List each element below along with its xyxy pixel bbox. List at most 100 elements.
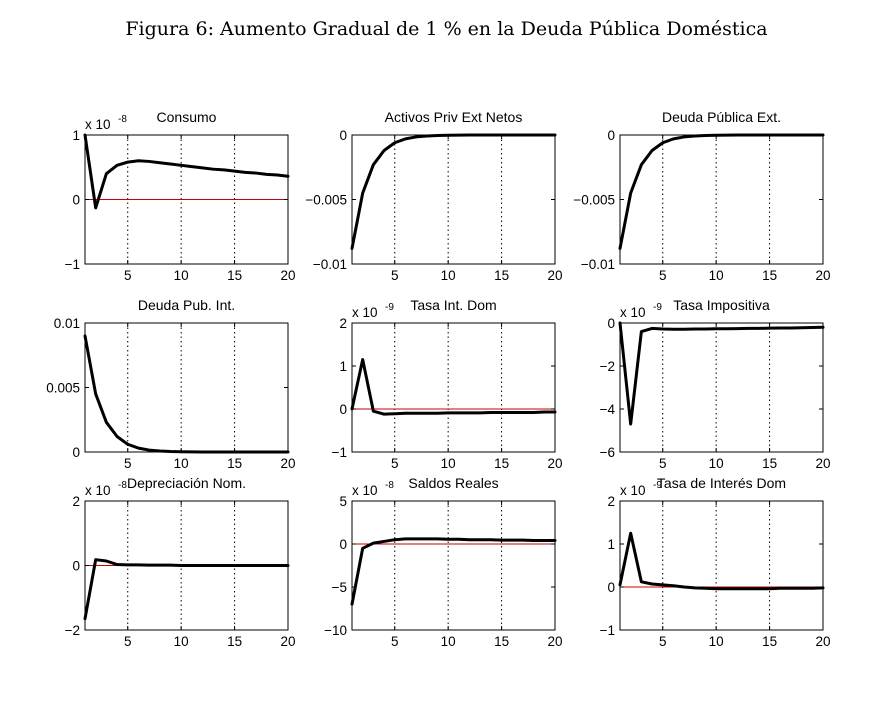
y-tick-label: −2 [65,623,80,638]
x-tick-label: 10 [441,634,456,649]
x-tick-label: 10 [709,268,724,283]
y-tick-label: 0 [339,128,347,143]
x-tick-label: 5 [391,268,399,283]
x-tick-label: 15 [494,456,509,471]
y-tick-label: 0 [607,316,615,331]
x-tick-label: 10 [174,634,189,649]
y-tick-label: −0.01 [313,257,347,272]
chart-panel-3: 5 10 15 20 0 −0.005 −0.01 Deuda Pública Ext. [573,109,830,283]
y-tick-label: 0 [339,402,347,417]
y-tick-label: −0.01 [581,257,615,272]
series-line [350,133,557,251]
axis-exponent-power: -8 [385,480,394,491]
chart-title: Depreciación Nom. [127,475,246,491]
x-tick-label: 20 [280,634,295,649]
y-tick-label: 2 [339,316,347,331]
chart-title: Deuda Pub. Int. [138,297,235,313]
y-tick-label: −0.005 [305,193,347,208]
series-line [618,133,825,251]
chart-panel-4: 5 10 15 20 0.01 0.005 0 Deuda Pub. Int. [46,297,295,471]
chart-title: Deuda Pública Ext. [662,109,781,125]
x-tick-label: 10 [174,268,189,283]
y-tick-label: −5 [332,580,347,595]
x-tick-label: 10 [441,456,456,471]
chart-title: Tasa Impositiva [673,297,770,313]
axis-exponent-label: x 10 [352,483,378,498]
x-tick-label: 20 [280,456,295,471]
y-tick-label: −4 [600,402,616,417]
x-tick-label: 20 [280,268,295,283]
figure-title: Figura 6: Aumento Gradual de 1 % en la D… [125,18,768,40]
chart-title: Activos Priv Ext Netos [385,109,523,125]
x-tick-label: 20 [547,456,562,471]
y-tick-label: 0 [607,128,615,143]
x-tick-label: 15 [762,634,777,649]
x-tick-label: 15 [494,268,509,283]
x-tick-label: 15 [227,456,242,471]
x-tick-label: 15 [227,268,242,283]
chart-panel-8: 5 10 15 20 5 0 −5 −10 x 10 -8 Saldos Reales [324,475,562,649]
x-tick-label: 5 [391,634,399,649]
axis-exponent-label: x 10 [620,483,646,498]
y-tick-label: −1 [600,623,615,638]
y-tick-label: 5 [339,494,347,509]
axis-exponent-label: x 10 [352,305,378,320]
axis-exponent-label: x 10 [85,483,111,498]
y-tick-label: −6 [600,445,615,460]
y-tick-label: 0 [72,193,80,208]
x-tick-label: 5 [124,268,132,283]
x-tick-label: 5 [124,634,132,649]
axis-exponent-power: -8 [118,114,127,125]
chart-title: Tasa de Interés Dom [657,475,786,491]
y-tick-label: 0 [72,559,80,574]
chart-title: Tasa Int. Dom [410,297,496,313]
y-tick-label: 0 [339,537,347,552]
x-tick-label: 20 [547,268,562,283]
x-tick-label: 5 [124,456,132,471]
chart-panel-2: 5 10 15 20 0 −0.005 −0.01 Activos Priv Ext Neto… [305,109,562,283]
y-tick-label: −10 [324,623,347,638]
y-tick-label: −1 [65,257,80,272]
y-tick-label: 2 [72,494,80,509]
series-line [83,133,290,210]
y-tick-label: −2 [600,359,615,374]
x-tick-label: 5 [659,268,667,283]
x-tick-label: 20 [815,456,830,471]
x-tick-label: 5 [659,456,667,471]
x-tick-label: 5 [391,456,399,471]
series-line [83,334,290,454]
y-tick-label: 1 [72,128,80,143]
x-tick-label: 15 [762,268,777,283]
axis-exponent-power: -8 [118,480,127,491]
y-tick-label: 0 [607,580,615,595]
x-tick-label: 10 [709,456,724,471]
x-tick-label: 20 [815,634,830,649]
y-tick-label: 0.005 [46,381,80,396]
axes-box [619,500,824,631]
axes-box [351,322,556,453]
x-tick-label: 15 [227,634,242,649]
x-tick-label: 10 [441,268,456,283]
y-tick-label: −0.005 [573,193,615,208]
series-line [350,358,557,416]
series-line [618,531,825,591]
axis-exponent-label: x 10 [85,117,111,132]
x-tick-label: 20 [815,268,830,283]
y-tick-label: 0.01 [54,316,80,331]
x-tick-label: 15 [762,456,777,471]
x-tick-label: 15 [494,634,509,649]
y-tick-label: 1 [607,537,615,552]
chart-title: Consumo [157,109,217,125]
axis-exponent-power: -9 [653,480,662,491]
axes-box [351,500,556,631]
chart-panel-6: 5 10 15 20 0 −2 −4 −6 x 10 -9 Tasa Impositiva [600,297,831,471]
axis-exponent-power: -9 [653,302,662,313]
y-tick-label: 2 [607,494,615,509]
x-tick-label: 20 [547,634,562,649]
axis-exponent-label: x 10 [620,305,646,320]
series-line [350,537,557,606]
